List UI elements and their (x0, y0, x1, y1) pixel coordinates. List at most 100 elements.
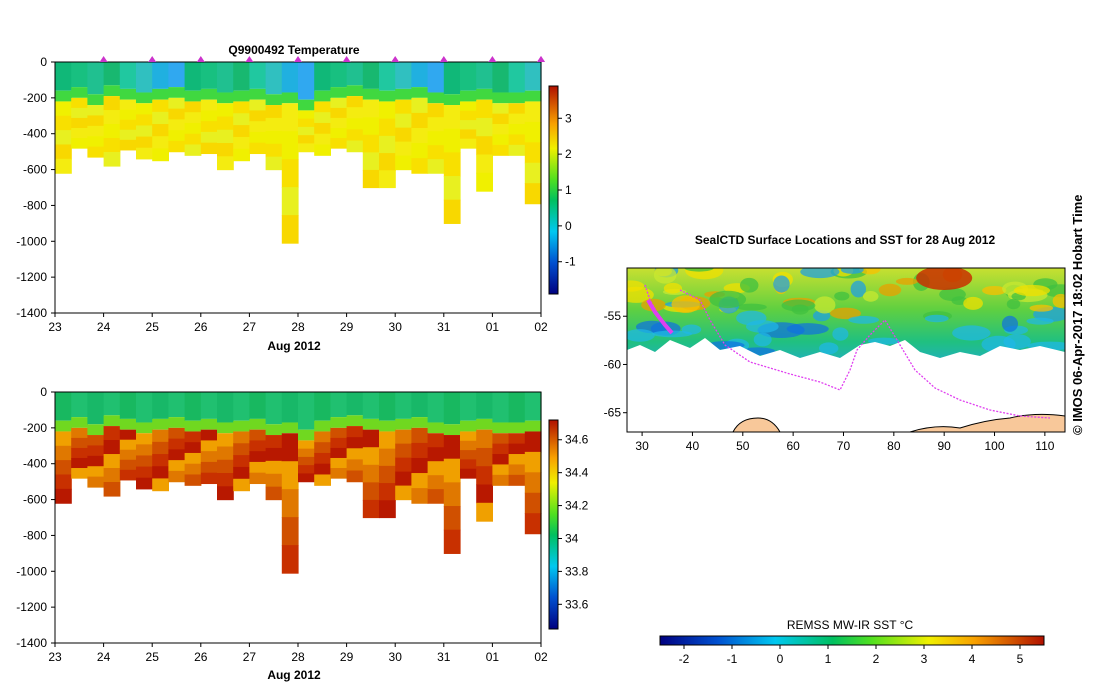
lon-tick-label: 50 (736, 439, 750, 453)
deep-layer-cell (346, 118, 364, 131)
temperature-y-axis: 0 -200 -400 -600 -800 -1000 -1200 -1400 (16, 55, 55, 320)
transition-cell (330, 87, 348, 98)
lon-tick-label: 80 (887, 439, 901, 453)
transition-cell (427, 422, 445, 434)
deep-layer-cell (362, 117, 380, 136)
transition-cell (281, 422, 299, 434)
sst-cold-patch (1001, 315, 1018, 332)
surface-layer-cell (460, 62, 477, 91)
deep-layer-cell (184, 112, 202, 124)
deep-layer-cell (379, 153, 396, 171)
y-tick-label: -600 (23, 493, 47, 507)
transition-cell (71, 417, 88, 428)
deep-layer-cell (200, 142, 218, 155)
deep-layer-cell (330, 117, 348, 129)
sst-patch (773, 275, 790, 293)
deep-layer-cell (476, 429, 493, 449)
sst-cold-patch (627, 329, 655, 342)
deep-layer-cell (508, 103, 526, 115)
deep-layer-cell (184, 431, 202, 443)
sst-patch (1052, 293, 1065, 309)
deep-layer-cell (492, 134, 510, 146)
deep-layer-cell (395, 127, 412, 143)
sst-patch (671, 295, 700, 313)
surface-layer-cell (314, 62, 331, 91)
surface-layer-cell (443, 62, 461, 95)
transition-cell (200, 418, 218, 430)
sst-patch (859, 268, 881, 275)
deep-layer-cell (379, 118, 396, 137)
transition-cell (168, 87, 186, 98)
temperature-colorbar-ticks: -1 0 1 2 3 (558, 111, 576, 269)
deep-layer-cell (508, 474, 526, 486)
y-tick-label: -800 (23, 198, 47, 212)
y-tick-label: -1200 (16, 600, 47, 614)
deep-layer-cell (119, 99, 137, 111)
sst-cold-patch (832, 327, 849, 341)
surface-layer-cell (119, 62, 137, 89)
transition-cell (379, 420, 396, 432)
deep-layer-cell (55, 101, 72, 117)
surface-layer-cell (265, 392, 283, 425)
sst-patch (1029, 304, 1054, 312)
surface-layer-cell (233, 392, 250, 421)
deep-layer-cell (217, 129, 234, 144)
deep-layer-cell (87, 125, 105, 137)
deep-layer-cell (362, 169, 380, 189)
deep-layer-cell (152, 99, 169, 113)
deep-layer-cell (411, 97, 429, 114)
deep-layer-cell (427, 475, 445, 490)
deep-layer-cell (249, 429, 267, 442)
deep-layer-cell (314, 431, 331, 443)
salinity-plot-area (55, 392, 542, 574)
deep-layer-cell (314, 452, 331, 465)
deep-layer-cell (168, 130, 186, 142)
profile-marker (439, 56, 448, 62)
temperature-section: Q9900492 Temperature 0 -200 -400 -600 -800 -1… (16, 43, 576, 353)
deep-layer-cell (427, 103, 445, 118)
deep-layer-cell (233, 101, 250, 114)
land-antarctica-east (909, 413, 1065, 432)
deep-layer-cell (314, 463, 331, 476)
deep-layer-cell (168, 438, 186, 450)
deep-layer-cell (249, 472, 267, 485)
deep-layer-cell (443, 482, 461, 507)
sst-patch (834, 291, 850, 301)
deep-layer-cell (314, 101, 331, 113)
x-tick-label: 24 (97, 320, 111, 334)
deep-layer-cell (281, 187, 299, 216)
deep-layer-cell (200, 461, 218, 474)
deep-layer-cell (136, 147, 153, 160)
deep-layer-cell (87, 455, 105, 467)
deep-layer-cell (476, 466, 493, 486)
lat-tick-label: -65 (604, 406, 622, 420)
deep-layer-cell (460, 468, 477, 479)
transition-cell (476, 418, 493, 430)
sst-colorbar-tick-label: 3 (921, 652, 928, 666)
deep-layer-cell (379, 483, 396, 501)
profile-markers (99, 56, 545, 62)
sst-patch (1013, 284, 1051, 297)
y-tick-label: -1400 (16, 636, 47, 650)
transition-cell (136, 422, 153, 434)
y-tick-label: -1400 (16, 306, 47, 320)
deep-layer-cell (152, 124, 169, 137)
transition-cell (346, 85, 364, 97)
transition-cell (492, 92, 510, 104)
deep-layer-cell (265, 130, 283, 145)
y-tick-label: -800 (23, 528, 47, 542)
deep-layer-cell (136, 103, 153, 115)
y-tick-label: 0 (40, 55, 47, 69)
deep-layer-cell (362, 134, 380, 153)
y-tick-label: -1000 (16, 234, 47, 248)
deep-layer-cell (152, 454, 169, 467)
deep-layer-cell (168, 427, 186, 440)
deep-layer-cell (103, 482, 121, 497)
x-tick-label: 29 (340, 650, 354, 664)
surface-layer-cell (184, 62, 202, 91)
deep-layer-cell (152, 148, 169, 162)
transition-cell (103, 85, 121, 97)
transition-cell (55, 90, 72, 102)
colorbar-tick-label: 3 (565, 111, 572, 125)
deep-layer-cell (395, 471, 412, 487)
